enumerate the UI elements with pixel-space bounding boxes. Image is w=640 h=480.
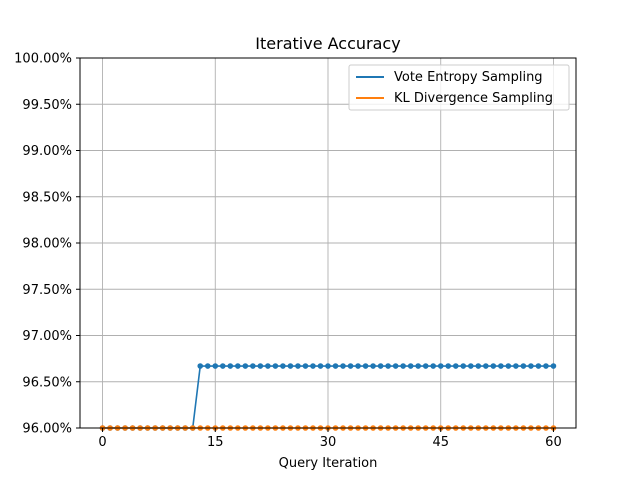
data-point xyxy=(287,363,294,369)
data-point xyxy=(227,363,234,369)
y-tick-label: 97.00% xyxy=(22,329,72,344)
data-point xyxy=(550,363,557,369)
data-point xyxy=(422,363,429,369)
y-tick-label: 96.50% xyxy=(22,375,72,390)
data-point xyxy=(310,363,316,369)
x-axis-label: Query Iteration xyxy=(279,456,378,471)
data-point xyxy=(370,363,376,369)
y-axis: 96.00% 96.50% 97.00% 97.50% 98.00% 98.50% 99.0… xyxy=(14,52,80,437)
data-point xyxy=(362,363,369,369)
data-point xyxy=(437,363,444,369)
y-tick-label: 97.50% xyxy=(22,283,72,298)
data-point xyxy=(445,363,452,369)
data-point xyxy=(543,363,549,369)
data-point xyxy=(498,363,504,369)
data-point xyxy=(317,363,324,369)
data-point xyxy=(392,363,399,369)
data-point xyxy=(242,363,249,369)
data-point xyxy=(302,363,309,369)
y-tick-label: 99.50% xyxy=(22,98,72,113)
y-tick-label: 99.00% xyxy=(22,144,72,159)
data-point xyxy=(272,363,279,369)
y-tick-label: 96.00% xyxy=(22,422,72,437)
data-point xyxy=(257,363,264,369)
data-point xyxy=(377,363,384,369)
data-point xyxy=(490,363,497,369)
x-axis: 0 15 30 45 60 xyxy=(98,428,562,450)
x-tick-label: 45 xyxy=(432,435,449,450)
data-point xyxy=(385,363,391,369)
data-point xyxy=(250,363,256,369)
y-tick-label: 98.50% xyxy=(22,190,72,205)
data-point xyxy=(347,363,354,369)
data-point xyxy=(520,363,527,369)
data-point xyxy=(528,363,534,369)
data-point xyxy=(355,363,361,369)
data-point xyxy=(505,363,512,369)
legend: Vote Entropy Sampling KL Divergence Samp… xyxy=(348,64,570,111)
data-point xyxy=(407,363,414,369)
data-point xyxy=(235,363,241,369)
y-tick-label: 98.00% xyxy=(22,237,72,252)
data-point xyxy=(467,363,474,369)
data-point xyxy=(460,363,467,369)
data-point xyxy=(340,363,346,369)
x-tick-label: 0 xyxy=(98,435,106,450)
data-point xyxy=(452,363,459,369)
data-point xyxy=(400,363,406,369)
data-point xyxy=(430,363,437,369)
x-tick-label: 30 xyxy=(320,435,337,450)
data-point xyxy=(265,363,271,369)
data-point xyxy=(219,363,226,369)
data-point xyxy=(332,363,339,369)
x-tick-label: 15 xyxy=(207,435,224,450)
legend-box xyxy=(348,64,570,111)
grid xyxy=(80,57,576,429)
legend-label-vote-entropy: Vote Entropy Sampling xyxy=(394,70,543,85)
data-point xyxy=(212,363,219,369)
chart-title: Iterative Accuracy xyxy=(255,34,400,53)
data-point xyxy=(295,363,301,369)
data-point xyxy=(197,363,204,369)
data-point xyxy=(475,363,482,369)
data-point xyxy=(280,363,286,369)
y-tick-label: 100.00% xyxy=(14,52,72,67)
data-point xyxy=(204,363,211,369)
data-point xyxy=(535,363,542,369)
legend-label-kl-divergence: KL Divergence Sampling xyxy=(394,91,553,106)
data-point xyxy=(513,363,519,369)
data-point xyxy=(325,363,331,369)
data-point xyxy=(483,363,489,369)
x-tick-label: 60 xyxy=(545,435,562,450)
data-point xyxy=(415,363,421,369)
